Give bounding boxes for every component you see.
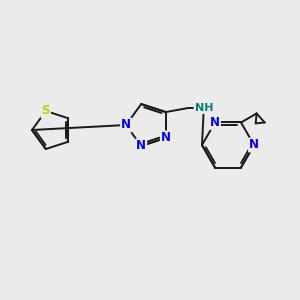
Text: N: N: [249, 139, 259, 152]
Text: N: N: [161, 131, 171, 144]
Text: N: N: [136, 140, 146, 152]
Text: N: N: [121, 118, 131, 131]
Text: S: S: [42, 104, 50, 118]
Text: N: N: [210, 116, 220, 129]
Text: NH: NH: [194, 103, 213, 113]
